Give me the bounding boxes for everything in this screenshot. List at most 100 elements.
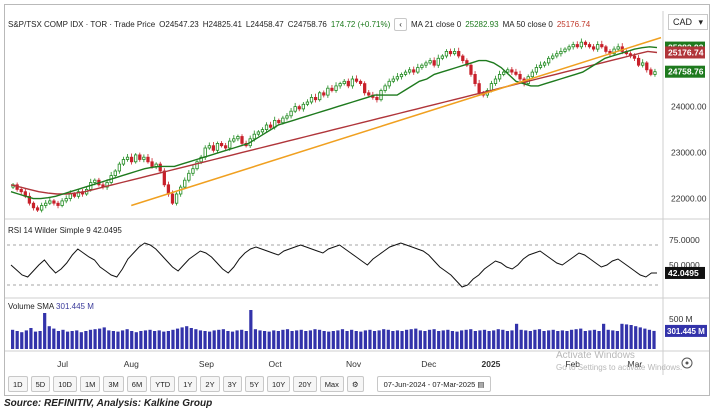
volume-tick-label: 500 M	[669, 314, 693, 324]
candle-body	[583, 41, 588, 45]
range-button-1m[interactable]: 1M	[79, 376, 101, 392]
volume-bar	[175, 328, 180, 349]
candle-body	[473, 74, 477, 85]
candle-body	[297, 106, 301, 110]
candle-body	[403, 71, 408, 75]
candle-body	[44, 202, 48, 206]
candle-body	[187, 172, 191, 181]
range-button-3m[interactable]: 3M	[103, 376, 124, 392]
candle-body	[76, 191, 81, 197]
range-button-ytd[interactable]: YTD	[150, 376, 176, 392]
volume-bar	[446, 329, 450, 349]
candle-body	[387, 80, 391, 87]
candle-body	[134, 154, 138, 163]
candle-body	[432, 60, 436, 66]
candle-body	[19, 188, 23, 193]
volume-bar	[38, 331, 42, 349]
range-button-5d[interactable]: 5D	[30, 376, 51, 392]
volume-bar	[652, 330, 656, 349]
candle-body	[129, 156, 134, 163]
range-button-20y[interactable]: 20Y	[293, 376, 317, 392]
volume-bar	[551, 329, 555, 349]
price-tag-box	[665, 46, 705, 59]
range-button-1y[interactable]: 1Y	[178, 376, 198, 392]
candle-body	[391, 78, 395, 82]
volume-bar	[501, 329, 505, 349]
candle-body	[174, 193, 179, 204]
candle-body	[354, 78, 359, 82]
candle-body	[477, 83, 481, 94]
volume-tag-label: 301.445 M	[667, 327, 705, 336]
volume-bar	[437, 331, 441, 349]
volume-bar	[505, 331, 510, 349]
volume-bar	[487, 331, 491, 349]
volume-bar	[556, 331, 560, 349]
candle-body	[408, 69, 412, 73]
volume-bar	[162, 331, 166, 349]
volume-bar	[524, 330, 528, 349]
candle-body	[416, 67, 420, 73]
volume-bar	[249, 310, 253, 349]
volume-bar	[276, 331, 280, 349]
volume-bar	[350, 329, 354, 349]
range-button-1d[interactable]: 1D	[8, 376, 28, 392]
volume-bar	[597, 331, 601, 349]
candle-body	[146, 156, 150, 163]
crosshair-icon	[681, 357, 693, 369]
volume-bar	[395, 330, 400, 349]
volume-bar	[295, 330, 299, 349]
range-button-5y[interactable]: 5Y	[244, 376, 264, 392]
volume-bar	[542, 331, 546, 349]
candle-body	[305, 101, 310, 105]
volume-bar	[43, 313, 47, 349]
x-tick-label: Nov	[346, 359, 362, 369]
volume-bar	[647, 329, 652, 349]
candle-body	[530, 71, 534, 78]
date-range-picker[interactable]: 07-Jun-2024 - 07-Mar-2025 ▤	[376, 376, 492, 392]
range-button-10y[interactable]: 10Y	[266, 376, 291, 392]
price-legend: S&P/TSX COMP IDX · TOR · Trade Price O24…	[8, 18, 590, 31]
volume-bar	[459, 330, 464, 349]
candle-body	[215, 142, 220, 151]
candle-body	[350, 78, 355, 87]
candle-body	[604, 46, 608, 52]
candle-body	[236, 136, 240, 140]
volume-bar	[405, 329, 409, 349]
candle-body	[72, 193, 76, 197]
candle-body	[395, 76, 400, 80]
volume-bar	[120, 330, 125, 349]
volume-bar	[111, 331, 116, 349]
volume-bar	[240, 329, 244, 349]
range-button-2y[interactable]: 2Y	[200, 376, 220, 392]
volume-bar	[492, 330, 496, 349]
range-button-max[interactable]: Max	[319, 376, 344, 392]
currency-select[interactable]: CAD ▾	[668, 14, 708, 30]
candle-body	[493, 78, 498, 84]
range-button-10d[interactable]: 10D	[53, 376, 77, 392]
candle-body	[281, 117, 285, 124]
candle-body	[162, 170, 166, 186]
rsi-current: 42.0495	[92, 226, 122, 235]
candle-body	[518, 74, 522, 80]
volume-tag-box	[665, 324, 707, 337]
volume-bar	[157, 330, 161, 349]
candle-body	[142, 156, 146, 160]
candle-body	[363, 83, 367, 94]
candle-body	[506, 69, 510, 73]
candle-body	[93, 179, 97, 183]
volume-bar	[583, 331, 587, 349]
close-chevron-icon[interactable]: ‹	[394, 18, 407, 31]
price-tag-label: 25176.74	[668, 47, 704, 57]
settings-gear-icon[interactable]: ⚙	[346, 376, 364, 392]
range-button-6m[interactable]: 6M	[126, 376, 148, 392]
range-button-3y[interactable]: 3Y	[222, 376, 242, 392]
candle-body	[645, 62, 649, 71]
close-value: C24758.76	[287, 20, 327, 29]
volume-bar	[327, 331, 331, 349]
volume-bar	[253, 329, 258, 349]
high-value: H24825.41	[202, 20, 242, 29]
volume-bar	[620, 323, 624, 349]
volume-bar	[189, 328, 193, 349]
candle-body	[412, 69, 416, 73]
candle-body	[195, 161, 199, 170]
